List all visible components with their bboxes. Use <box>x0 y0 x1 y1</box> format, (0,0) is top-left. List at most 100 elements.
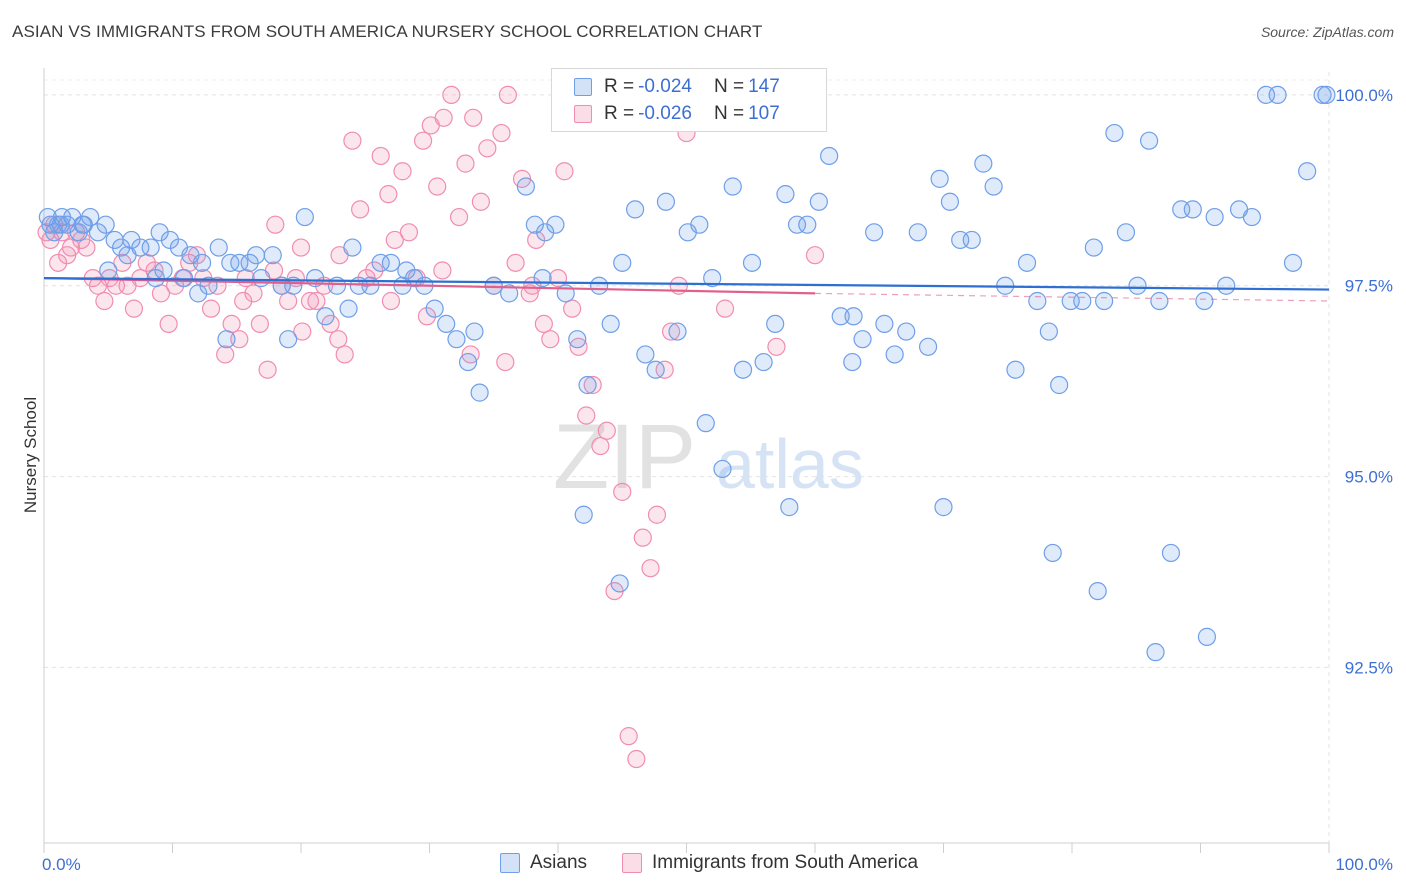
point-immigrants <box>583 375 602 395</box>
point-asians <box>458 352 478 372</box>
point-asians <box>263 246 282 265</box>
point-immigrants <box>250 314 269 334</box>
point-asians <box>690 215 709 234</box>
point-asians <box>574 505 593 524</box>
point-asians <box>831 307 850 326</box>
point-asians <box>930 169 949 188</box>
point-asians <box>897 322 916 341</box>
point-immigrants <box>577 406 596 425</box>
legend-item-immigrants[interactable]: Immigrants from South America <box>622 852 918 874</box>
point-asians <box>590 276 609 295</box>
point-immigrants <box>613 482 632 501</box>
point-asians <box>820 146 839 166</box>
point-immigrants <box>216 345 235 364</box>
point-asians <box>81 207 100 227</box>
legend-item-asians[interactable]: Asians <box>500 852 587 874</box>
point-immigrants <box>464 108 483 127</box>
point-asians <box>279 330 298 349</box>
point-asians <box>397 261 416 280</box>
point-asians <box>974 154 993 173</box>
point-asians <box>776 185 795 204</box>
point-asians <box>217 330 236 349</box>
point-asians <box>1242 207 1262 227</box>
point-immigrants <box>633 528 652 547</box>
point-immigrants <box>449 207 469 227</box>
point-asians <box>484 276 503 295</box>
point-immigrants <box>563 299 582 318</box>
point-asians <box>1139 131 1159 150</box>
point-asians <box>568 330 587 349</box>
point-immigrants <box>159 314 178 334</box>
r-value: -0.024 <box>638 76 692 97</box>
point-asians <box>339 299 358 318</box>
point-asians <box>733 360 753 379</box>
legend-swatch-immigrants <box>622 853 642 873</box>
point-asians <box>984 177 1003 196</box>
point-asians <box>118 246 137 265</box>
point-immigrants <box>434 108 453 127</box>
point-asians <box>843 352 862 372</box>
watermark: ZIP atlas <box>553 406 864 508</box>
point-asians <box>1313 85 1332 105</box>
point-immigrants <box>307 291 326 311</box>
point-immigrants <box>293 322 312 341</box>
axes <box>43 68 1330 853</box>
point-asians <box>284 276 303 295</box>
point-immigrants <box>201 299 221 318</box>
point-asians <box>742 253 762 272</box>
point-immigrants <box>230 330 249 349</box>
point-immigrants <box>244 284 263 303</box>
point-asians <box>371 253 390 272</box>
point-asians <box>316 307 335 326</box>
point-asians <box>1150 291 1169 311</box>
watermark-atlas: atlas <box>716 425 864 503</box>
n-value: 107 <box>748 103 780 124</box>
point-asians <box>1317 85 1336 105</box>
point-asians <box>437 314 456 334</box>
y-tick-label: 97.5% <box>1345 277 1393 296</box>
point-asians <box>918 337 938 356</box>
point-asians <box>646 360 665 379</box>
point-asians <box>1095 291 1114 311</box>
point-immigrants <box>541 330 560 349</box>
point-asians <box>1195 291 1214 311</box>
point-asians <box>295 207 314 227</box>
point-immigrants <box>767 337 786 356</box>
x-tick-label: 0.0% <box>42 855 81 874</box>
point-immigrants <box>266 215 285 234</box>
point-immigrants <box>478 139 497 158</box>
n-label: N = <box>713 76 745 97</box>
point-asians <box>99 261 118 280</box>
point-immigrants <box>641 559 660 578</box>
point-asians <box>875 314 894 334</box>
point-asians <box>703 269 722 288</box>
point-asians <box>516 177 535 196</box>
legend-label-asians: Asians <box>530 852 588 873</box>
point-asians <box>798 215 817 234</box>
point-asians <box>1039 322 1058 341</box>
legend-row-immigrants: R = -0.026 N = 107 <box>574 101 780 127</box>
point-asians <box>1028 291 1047 311</box>
point-asians <box>780 498 799 517</box>
y-tick-label: 95.0% <box>1345 468 1393 487</box>
point-immigrants <box>300 291 320 311</box>
point-immigrants <box>124 299 144 318</box>
y-tick-label: 100.0% <box>1335 86 1393 105</box>
point-asians <box>1116 223 1136 242</box>
point-asians <box>1006 360 1025 379</box>
point-immigrants <box>534 314 553 334</box>
point-immigrants <box>619 727 638 746</box>
correlation-legend: R = -0.024 N = 147 R = -0.026 N = 107 <box>551 68 827 132</box>
n-label: N = <box>713 103 745 124</box>
point-asians <box>1197 627 1217 646</box>
point-asians <box>536 223 555 242</box>
point-immigrants <box>137 253 156 272</box>
point-asians <box>844 307 863 326</box>
series-asians-points <box>38 85 1336 662</box>
point-asians <box>96 215 115 234</box>
point-asians <box>610 574 629 593</box>
point-asians <box>1283 253 1303 272</box>
point-immigrants <box>371 146 390 166</box>
point-asians <box>1073 291 1092 311</box>
